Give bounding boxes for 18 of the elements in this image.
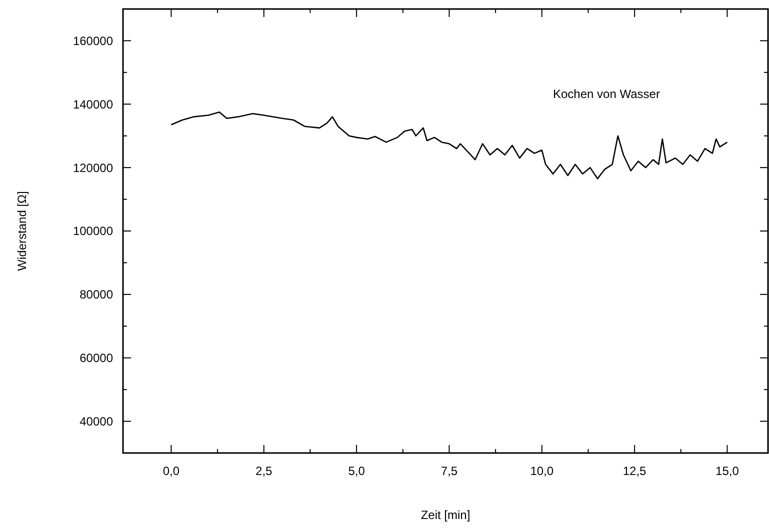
x-tick-label: 5,0 [348,464,366,478]
x-axis-title: Zeit [min] [420,508,470,522]
y-tick-label: 80000 [80,288,114,302]
x-tick-label: 0,0 [162,464,180,478]
annotation: Kochen von Wasser [553,87,660,101]
y-tick-label: 100000 [72,224,114,238]
y-tick-label: 120000 [72,160,114,175]
y-tick-label: 60000 [80,351,114,366]
x-tick-label: 15,0 [716,464,740,478]
x-tick-label: 7,5 [440,464,458,478]
x-tick-label: 2,5 [256,464,273,478]
y-tick-label: 40000 [80,414,114,428]
y-tick-label: 140000 [72,97,114,112]
y-axis-title: Widerstand [Ω] [15,191,29,271]
line-series [170,111,728,180]
x-tick-label: 10,0 [530,464,554,478]
x-tick-label: 12,5 [622,464,647,478]
y-tick-label: 160000 [72,34,114,48]
